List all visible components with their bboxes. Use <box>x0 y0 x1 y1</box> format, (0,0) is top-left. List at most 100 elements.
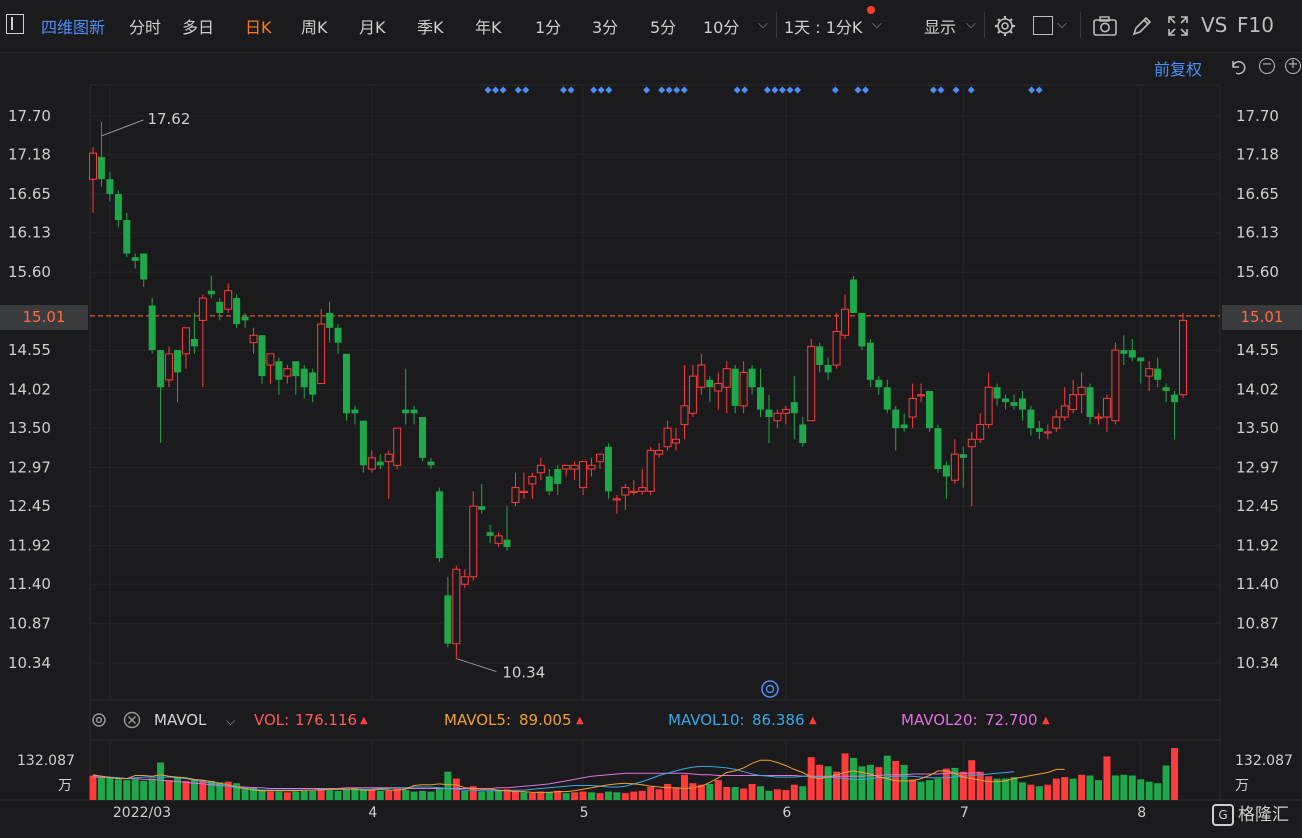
volume-bar <box>435 787 443 800</box>
date-tick: 4 <box>368 805 377 821</box>
tab-10min[interactable]: 10分 <box>703 18 740 37</box>
volume-bar <box>326 790 334 800</box>
camera-icon[interactable] <box>1093 16 1117 36</box>
low-price-label: 10.34 <box>502 664 545 682</box>
candle-body <box>478 506 486 510</box>
event-marker-icon <box>673 86 681 94</box>
tab-1min[interactable]: 1分 <box>535 18 562 37</box>
period-more-chevron-icon[interactable]: ⌵ <box>758 17 768 32</box>
search-marker-icon <box>765 684 775 694</box>
candle-body <box>799 424 807 444</box>
volume-bar <box>588 792 596 800</box>
f10-button[interactable]: F10 <box>1237 13 1274 37</box>
candle-body <box>688 375 697 414</box>
volume-bar <box>402 790 410 800</box>
candle-body <box>900 424 908 429</box>
mavol5-up-arrow-icon: ▲ <box>576 715 584 726</box>
indicator-close-icon[interactable] <box>123 711 141 729</box>
tab-5min[interactable]: 5分 <box>650 18 677 37</box>
tab-intraday[interactable]: 分时 <box>129 18 162 37</box>
indicator-settings-gear-icon[interactable] <box>90 711 108 729</box>
candle-body <box>1120 350 1128 354</box>
volume-bar <box>461 790 469 800</box>
tab-weekly-k[interactable]: 周K <box>301 18 328 37</box>
fullscreen-icon[interactable] <box>1167 15 1189 37</box>
candle-body <box>950 453 959 481</box>
candle-body <box>1137 357 1145 362</box>
event-marker-icon <box>741 86 749 94</box>
display-menu[interactable]: 显示 <box>924 18 957 37</box>
volume-bar <box>199 780 207 800</box>
tab-daily-k[interactable]: 日K <box>245 18 272 37</box>
vs-compare-button[interactable]: VS <box>1201 13 1228 37</box>
volume-bar <box>647 787 655 800</box>
candle-body <box>326 312 334 328</box>
volume-bar <box>266 791 274 800</box>
volume-bar <box>393 788 401 800</box>
candle-body <box>131 257 139 261</box>
candle-body <box>595 453 604 463</box>
candle-body <box>402 409 410 414</box>
layout-square-icon[interactable] <box>1033 16 1053 35</box>
volume-bar <box>190 779 198 800</box>
volume-bar <box>790 784 798 800</box>
event-marker-icon <box>567 86 575 94</box>
volume-bar <box>419 790 427 800</box>
candle-body <box>587 464 596 470</box>
candle-body <box>519 490 528 494</box>
tab-quarterly-k[interactable]: 季K <box>417 18 444 37</box>
volume-bar <box>106 777 114 800</box>
tab-3min[interactable]: 3分 <box>592 18 619 37</box>
kline-chart[interactable]: 17.70 17.70 17.18 17.18 16.65 16.65 16.13 16.13… <box>0 53 1302 834</box>
interval-select[interactable]: 1天 : 1分K <box>784 18 863 37</box>
settings-gear-icon[interactable] <box>994 15 1016 37</box>
event-marker-icon <box>937 86 945 94</box>
volume-bar <box>714 780 722 800</box>
tab-multi-day[interactable]: 多日 <box>182 18 215 37</box>
zoom-out-icon[interactable]: − <box>1259 58 1275 74</box>
candle-body <box>309 372 317 395</box>
candle-body <box>536 464 545 474</box>
date-tick: 7 <box>960 805 969 821</box>
price-tick-left: 16.13 <box>8 224 51 242</box>
indicator-chevron-icon[interactable]: ⌵ <box>226 714 236 728</box>
event-marker-icon <box>786 86 794 94</box>
high-label-leader <box>101 119 144 137</box>
layout-chevron-icon[interactable]: ⌵ <box>1057 17 1067 32</box>
candle-body <box>1094 416 1103 419</box>
volume-bar <box>469 786 477 800</box>
event-marker-icon <box>929 86 937 94</box>
candle-body <box>858 312 866 347</box>
display-chevron-icon[interactable]: ⌵ <box>966 17 976 32</box>
volume-bar <box>579 791 587 800</box>
tab-monthly-k[interactable]: 月K <box>359 18 386 37</box>
candle-body <box>832 331 841 366</box>
volume-bar <box>300 790 308 800</box>
volume-bar <box>807 757 815 800</box>
candle-body <box>452 568 461 645</box>
indicator-name[interactable]: MAVOL <box>154 711 207 729</box>
candle-body <box>1035 428 1043 432</box>
candle-body <box>757 387 765 410</box>
volume-bar <box>1044 784 1052 800</box>
sidebar-toggle-icon[interactable] <box>6 14 24 34</box>
chart-area[interactable]: 17.70 17.70 17.18 17.18 16.65 16.65 16.13 16.13… <box>0 53 1302 834</box>
volume-bar <box>182 780 190 800</box>
interval-chevron-icon[interactable]: ⌵ <box>872 17 882 32</box>
candle-body <box>114 194 122 221</box>
volume-bar <box>207 780 215 800</box>
zoom-in-icon[interactable]: + <box>1285 58 1301 74</box>
event-marker-icon <box>733 86 741 94</box>
price-tick-left: 16.65 <box>8 185 51 203</box>
volume-bar <box>621 793 629 800</box>
draw-pencil-icon[interactable] <box>1131 15 1153 37</box>
tab-yearly-k[interactable]: 年K <box>475 18 502 37</box>
undo-icon[interactable] <box>1228 58 1246 76</box>
mavol10-value: 86.386 <box>752 711 805 729</box>
candle-body <box>959 454 967 458</box>
adjust-mode-button[interactable]: 前复权 <box>1154 60 1203 79</box>
stock-name[interactable]: 四维图新 <box>41 18 106 37</box>
candle-body <box>140 253 148 280</box>
candle-body <box>359 420 367 466</box>
candle-body <box>528 475 537 485</box>
